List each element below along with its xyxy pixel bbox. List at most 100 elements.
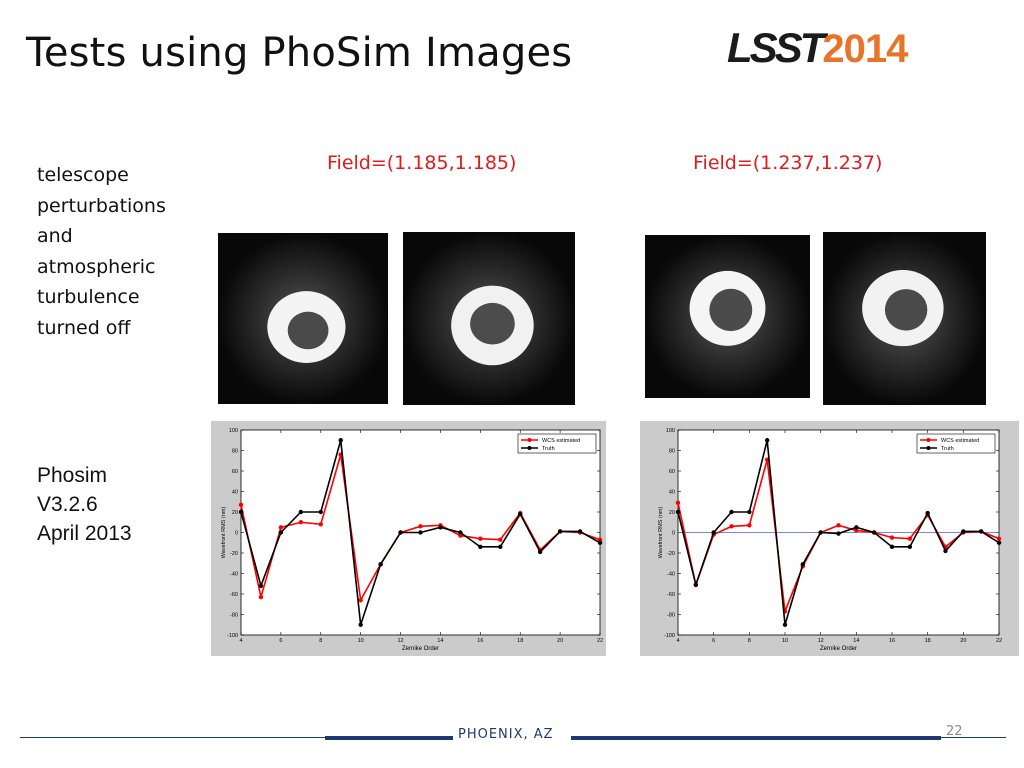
x-axis-label: Zernike Order — [820, 646, 857, 652]
estimated-point — [278, 525, 284, 530]
y-axis-label: Wavefront RMS (nm) — [658, 507, 664, 559]
truth-point — [258, 583, 264, 588]
footer-rule-right — [571, 736, 941, 740]
field-label-1: Field=(1.185,1.185) — [327, 152, 517, 174]
y-tick-label: 100 — [666, 428, 675, 434]
truth-point — [398, 530, 403, 535]
y-tick-label: -100 — [664, 633, 675, 639]
x-axis-label: Zernike Order — [402, 646, 439, 652]
truth-point — [943, 548, 948, 554]
estimated-point — [907, 536, 913, 541]
footer-rule-left-thin — [20, 737, 450, 738]
description-line: turned off — [37, 316, 131, 339]
estimated-point — [418, 524, 423, 529]
footer-location: PHOENIX, AZ — [458, 727, 554, 742]
truth-point — [871, 530, 877, 535]
legend-marker — [926, 438, 931, 442]
truth-point — [298, 509, 304, 515]
truth-point — [747, 509, 752, 515]
y-tick-label: 80 — [669, 449, 675, 455]
version-line: Phosim — [37, 464, 108, 487]
wavefront-chart-1: 100 80 60 40 20 0 -20 -40 -60 -80 -100 4 6 8 10 12 14 16 1… — [211, 421, 606, 656]
truth-point — [597, 540, 603, 545]
estimated-point — [258, 594, 264, 600]
truth-point — [378, 562, 383, 567]
truth-point — [854, 525, 859, 530]
description-line: perturbations — [37, 194, 166, 217]
x-tick-label: 8 — [319, 638, 322, 644]
logo-year: 2014 — [822, 27, 908, 71]
estimated-point — [318, 522, 323, 527]
estimated-point — [836, 523, 841, 528]
estimated-point — [238, 502, 244, 508]
version-line: April 2013 — [37, 522, 132, 545]
truth-point — [358, 622, 363, 627]
truth-point — [318, 509, 323, 515]
y-tick-label: 60 — [232, 469, 238, 475]
y-tick-label: 80 — [232, 449, 238, 455]
truth-point — [925, 510, 930, 516]
y-axis-label: Wavefront RMS (nm) — [221, 507, 227, 559]
truth-point — [961, 529, 966, 534]
truth-point — [782, 622, 788, 627]
psf-image-intra-1 — [218, 233, 388, 404]
y-tick-label: -20 — [667, 551, 675, 557]
x-tick-label: 6 — [279, 638, 282, 644]
wavefront-chart-2: 100 80 60 40 20 0 -20 -40 -60 -80 -100 4 6 8 10 12 14 16 1… — [640, 421, 1019, 656]
estimated-point — [298, 520, 304, 525]
lsst-2014-logo: LSST2014 — [727, 24, 908, 72]
x-tick-label: 10 — [782, 638, 788, 644]
x-tick-label: 18 — [925, 638, 931, 644]
truth-point — [711, 530, 716, 535]
slide-title: Tests using PhoSim Images — [26, 30, 573, 76]
x-tick-label: 6 — [712, 638, 715, 644]
y-tick-label: -80 — [667, 613, 675, 619]
estimated-point — [458, 533, 463, 538]
estimated-point — [996, 536, 1002, 541]
description-line: atmospheric — [37, 255, 156, 278]
truth-point — [729, 509, 734, 515]
truth-point — [418, 530, 423, 535]
conditions-description: telescope perturbations and atmospheric … — [37, 160, 207, 343]
estimated-point — [498, 537, 503, 542]
truth-point — [800, 562, 806, 567]
estimated-point — [889, 535, 895, 540]
y-tick-label: 0 — [235, 531, 238, 537]
y-tick-label: 40 — [669, 490, 675, 496]
legend-label: WCS estimated — [941, 438, 979, 444]
truth-point — [978, 529, 984, 534]
y-tick-label: 40 — [232, 490, 238, 496]
y-tick-label: 60 — [669, 469, 675, 475]
truth-point — [907, 544, 913, 550]
y-tick-label: -60 — [230, 592, 238, 598]
legend-label: Truth — [542, 446, 555, 452]
truth-point — [458, 530, 463, 535]
truth-point — [818, 530, 823, 535]
description-line: and — [37, 225, 73, 247]
estimated-point — [747, 523, 752, 528]
description-line: turbulence — [37, 286, 140, 308]
psf-image-intra-2 — [645, 235, 810, 398]
y-tick-label: 20 — [669, 510, 675, 516]
truth-point — [693, 582, 699, 587]
truth-point — [996, 540, 1002, 545]
truth-point — [518, 511, 523, 517]
y-tick-label: 100 — [229, 428, 238, 434]
phosim-version: Phosim V3.2.6 April 2013 — [37, 461, 132, 548]
x-tick-label: 14 — [853, 638, 859, 644]
legend-marker — [527, 438, 532, 442]
truth-point — [675, 509, 681, 515]
truth-point — [764, 438, 770, 443]
legend-marker — [926, 446, 931, 450]
truth-point — [577, 529, 583, 534]
y-tick-label: -60 — [667, 592, 675, 598]
x-tick-label: 12 — [818, 638, 824, 644]
x-tick-label: 4 — [239, 638, 242, 644]
y-tick-label: -40 — [667, 572, 675, 578]
x-tick-label: 22 — [597, 638, 603, 644]
x-tick-label: 12 — [397, 638, 403, 644]
x-tick-label: 18 — [517, 638, 523, 644]
y-tick-label: -20 — [230, 551, 238, 557]
